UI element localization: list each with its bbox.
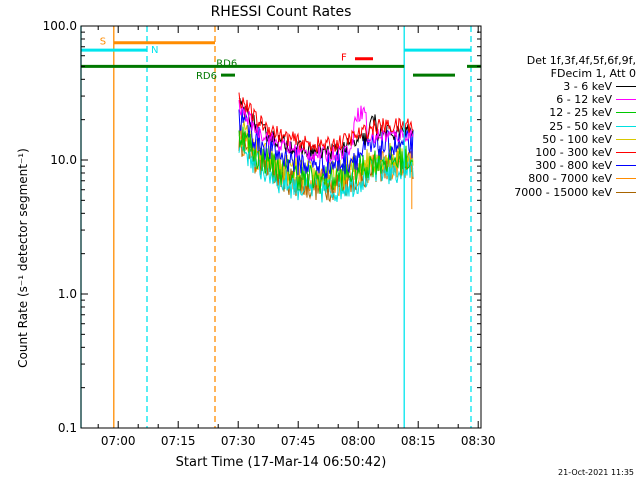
y-tick-label: 1.0 — [58, 287, 77, 301]
plot-frame — [80, 25, 482, 429]
legend-label: 25 - 50 keV — [549, 119, 612, 133]
x-axis-label: Start Time (17-Mar-14 06:50:42) — [176, 455, 387, 470]
legend-label: 300 - 800 keV — [535, 159, 612, 173]
legend-label: 50 - 100 keV — [542, 132, 612, 146]
x-tick-label: 07:45 — [281, 434, 316, 448]
legend-swatch — [616, 99, 636, 101]
legend-entry: 6 - 12 keV — [470, 93, 636, 106]
legend-entry: 12 - 25 keV — [470, 106, 636, 119]
series-layer — [238, 92, 414, 210]
legend-swatch — [616, 165, 636, 167]
series-line — [238, 99, 414, 164]
x-tick-label: 07:30 — [221, 434, 256, 448]
legend-swatch — [616, 86, 636, 88]
legend-entry: 300 - 800 keV — [470, 159, 636, 172]
series-line — [238, 120, 414, 190]
legend-entry: 50 - 100 keV — [470, 133, 636, 146]
event-label: RD6 — [216, 58, 237, 69]
legend-label: 7000 - 15000 keV — [514, 185, 612, 199]
legend-label: 6 - 12 keV — [556, 93, 612, 107]
series-line — [238, 92, 414, 153]
event-label: RD6 — [196, 71, 217, 82]
legend-entry: 25 - 50 keV — [470, 120, 636, 133]
legend-header-line: Det 1f,3f,4f,5f,6f,9f, — [526, 54, 636, 67]
annotation-layer: S N F RD6 RD6 — [80, 26, 481, 428]
legend: 3 - 6 keV 6 - 12 keV 12 - 25 keV 25 - 50 ke… — [470, 80, 636, 199]
legend-swatch — [616, 138, 636, 140]
x-tick-label: 08:00 — [341, 434, 376, 448]
legend-label: 100 - 300 keV — [535, 145, 612, 159]
legend-swatch — [616, 125, 636, 127]
chart-title: RHESSI Count Rates — [211, 4, 352, 20]
legend-swatch — [616, 152, 636, 154]
series-line — [238, 126, 414, 194]
event-label: S — [100, 37, 106, 48]
legend-label: 3 - 6 keV — [563, 80, 612, 93]
legend-entry: 7000 - 15000 keV — [470, 186, 636, 199]
legend-label: 800 - 7000 keV — [528, 172, 612, 186]
legend-entry: 800 - 7000 keV — [470, 172, 636, 185]
event-label: F — [341, 53, 347, 64]
x-tick-label: 07:15 — [161, 434, 196, 448]
axes-layer: 100.0 10.0 1.0 0.1 07:00 07:15 07:30 07:45 08:00… — [43, 19, 496, 448]
legend-entry: 100 - 300 keV — [470, 146, 636, 159]
y-tick-label: 10.0 — [50, 153, 77, 167]
timestamp: 21-Oct-2021 11:35 — [558, 468, 634, 477]
legend-entry: 3 - 6 keV — [470, 80, 636, 93]
x-tick-label: 08:15 — [401, 434, 436, 448]
legend-swatch — [616, 191, 636, 193]
legend-swatch — [616, 112, 636, 114]
y-tick-label: 100.0 — [43, 19, 77, 33]
legend-swatch — [616, 178, 636, 180]
legend-header: Det 1f,3f,4f,5f,6f,9f, FDecim 1, Att 0 — [488, 54, 636, 80]
x-tick-label: 08:30 — [461, 434, 496, 448]
event-label: N — [151, 45, 158, 56]
series-line — [238, 97, 414, 160]
legend-header-line: FDecim 1, Att 0 — [550, 67, 636, 80]
y-tick-label: 0.1 — [58, 421, 77, 435]
y-axis-label: Count Rate (s⁻¹ detector segment⁻¹) — [16, 148, 30, 368]
legend-label: 12 - 25 keV — [549, 106, 612, 120]
x-tick-label: 07:00 — [101, 434, 136, 448]
